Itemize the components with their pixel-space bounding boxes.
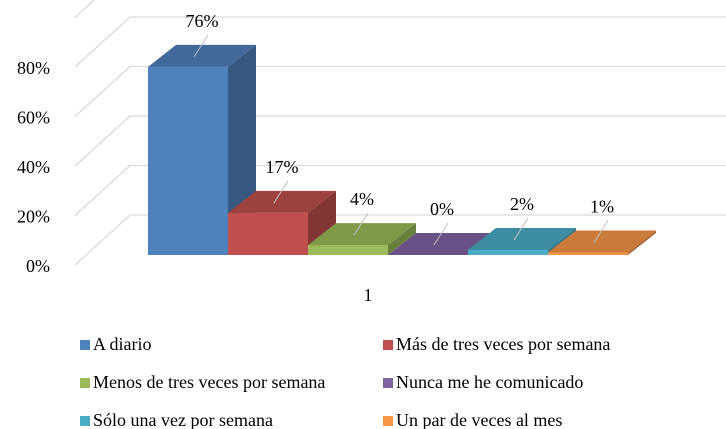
leader-line: [353, 212, 369, 236]
grid-line: [74, 164, 726, 216]
legend-swatch: [80, 340, 90, 350]
value-label: 0%: [430, 199, 454, 219]
grid-line: [74, 16, 726, 68]
bar-side: [388, 223, 416, 255]
value-label: 1%: [590, 197, 614, 217]
legend-swatch: [80, 378, 90, 388]
legend-label: Menos de tres veces por semana: [93, 372, 325, 392]
y-tick-label: 20%: [17, 207, 50, 227]
legend-label: Más de tres veces por semana: [396, 334, 610, 354]
legend-swatch: [383, 340, 393, 350]
bar: [548, 252, 628, 255]
grid-line: [74, 214, 726, 266]
legend-swatch: [383, 378, 393, 388]
bar: [468, 250, 548, 255]
leader-line: [273, 180, 289, 204]
bar-top: [468, 228, 576, 251]
y-tick-label: 0%: [26, 256, 50, 276]
legend-swatch: [383, 416, 393, 426]
y-tick-label: 40%: [17, 157, 50, 177]
bar-top: [548, 230, 656, 253]
leader-line: [513, 217, 529, 241]
bar: [228, 212, 308, 255]
y-tick-label: 80%: [17, 58, 50, 78]
legend-label: Sólo una vez por semana: [93, 410, 273, 429]
bar-side: [308, 190, 336, 255]
bar-top: [228, 190, 336, 213]
grid-line: [74, 65, 726, 117]
x-tick-label: 1: [364, 285, 373, 305]
leader-line: [593, 220, 609, 243]
value-label: 4%: [350, 189, 374, 209]
leader-line: [193, 34, 209, 58]
legend-label: A diario: [93, 334, 152, 354]
legend-label: Nunca me he comunicado: [396, 372, 583, 392]
bar-top: [308, 223, 416, 246]
value-label: 17%: [266, 157, 299, 177]
bar: [148, 66, 228, 256]
legend-swatch: [80, 416, 90, 426]
bar-top: [148, 44, 256, 67]
grid-line: [74, 0, 96, 18]
leader-line: [433, 222, 449, 246]
value-label: 2%: [510, 194, 534, 214]
value-label: 76%: [186, 11, 219, 31]
bar: [308, 245, 388, 255]
grid-line: [74, 115, 726, 167]
legend-label: Un par de veces al mes: [396, 410, 562, 429]
bar-side: [628, 230, 656, 255]
y-tick-label: 60%: [17, 108, 50, 128]
